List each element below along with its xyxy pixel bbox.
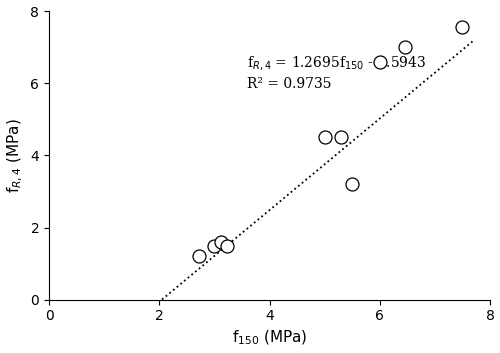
Point — [458, 24, 466, 30]
Text: f$_{R,4}$ = 1.2695f$_{150}$ - 2.5943
R² = 0.9735: f$_{R,4}$ = 1.2695f$_{150}$ - 2.5943 R² … — [248, 54, 426, 91]
Point — [348, 181, 356, 186]
Point — [400, 44, 408, 50]
Point — [337, 134, 345, 140]
Point — [320, 134, 328, 140]
Point — [222, 243, 230, 249]
Point — [376, 59, 384, 64]
Point — [217, 239, 225, 245]
Y-axis label: f$_{R,4}$ (MPa): f$_{R,4}$ (MPa) — [6, 118, 25, 193]
Point — [210, 244, 218, 249]
Point — [195, 253, 203, 258]
X-axis label: f$_{150}$ (MPa): f$_{150}$ (MPa) — [232, 329, 307, 347]
